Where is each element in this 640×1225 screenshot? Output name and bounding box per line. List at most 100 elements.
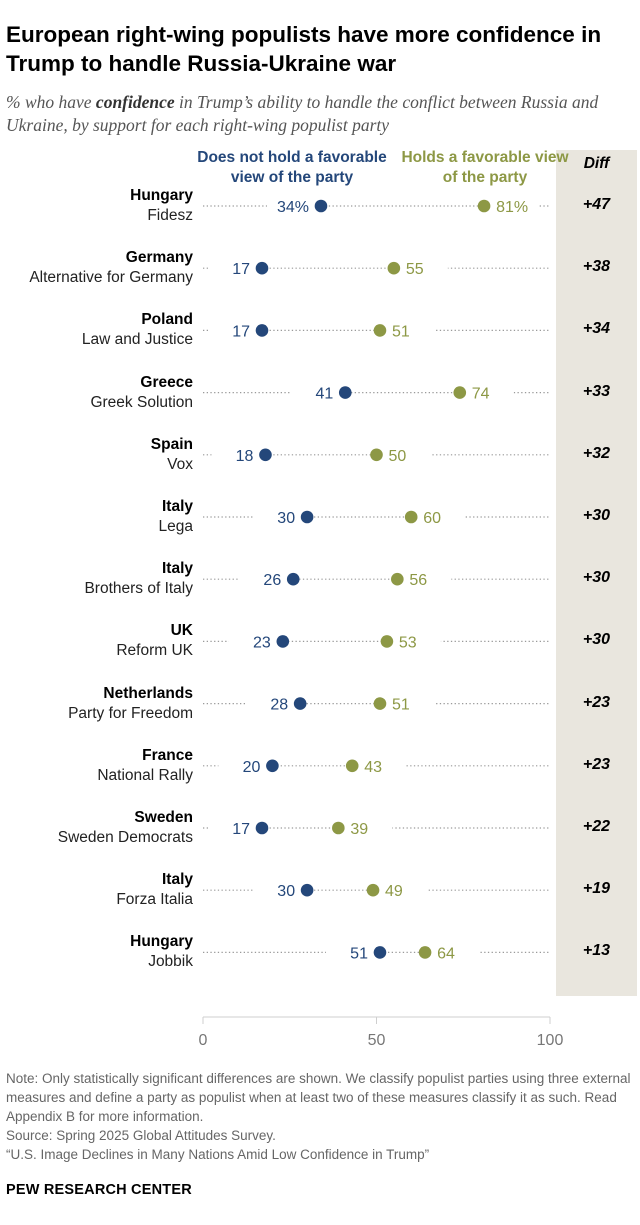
diff-value: +30	[582, 507, 611, 524]
value-label-favorable: 43	[364, 759, 382, 776]
label-gap	[228, 631, 277, 652]
row-country: UK	[170, 622, 193, 640]
diff-value: +23	[582, 693, 611, 711]
diff-value: +33	[582, 382, 611, 400]
row-country: Hungary	[130, 187, 193, 204]
row-label: Greece Greek Solution	[0, 373, 193, 413]
dot-not-favorable	[293, 697, 307, 710]
diff-header: Diff	[583, 155, 610, 172]
row-country: Greece	[140, 373, 193, 391]
row-country: Italy	[161, 871, 193, 889]
value-label-favorable: 50	[389, 448, 407, 465]
row-party: Vox	[167, 455, 193, 473]
dot-favorable	[453, 386, 467, 399]
row-label: Italy Brothers of Italy	[0, 559, 193, 599]
row-party: Reform UK	[116, 642, 193, 660]
label-gap	[382, 444, 431, 465]
row-party: Sweden Democrats	[57, 829, 193, 846]
label-gap	[218, 755, 267, 776]
diff-value: +47	[582, 196, 611, 213]
row-label: Hungary Fidesz	[0, 186, 193, 226]
row-label: Italy Lega	[0, 497, 193, 537]
subtitle-emphasis: confidence	[95, 92, 175, 112]
footer: Note: Only statistically significant dif…	[6, 1069, 634, 1164]
label-gap	[385, 693, 434, 714]
dot-not-favorable	[266, 759, 279, 773]
subtitle-after: in Trump’s ability to handle the conflic…	[6, 92, 599, 135]
value-label-favorable: 39	[350, 821, 368, 838]
brand-logo: PEW RESEARCH CENTER	[6, 1182, 192, 1198]
dot-favorable	[391, 572, 404, 586]
value-label-favorable: 53	[399, 634, 417, 651]
row-party: Law and Justice	[81, 331, 193, 349]
row-country: Italy	[161, 498, 193, 515]
diff-value: +30	[582, 569, 611, 587]
row-party: Forza Italia	[116, 891, 193, 909]
label-gap	[392, 631, 441, 652]
diff-value: +22	[582, 818, 611, 835]
label-gap	[399, 258, 448, 279]
label-gap	[417, 507, 466, 527]
label-gap	[246, 693, 295, 714]
value-label-not-favorable: 20	[243, 759, 261, 776]
value-label-favorable: 49	[385, 883, 403, 900]
row-label: UK Reform UK	[0, 621, 193, 661]
dot-not-favorable	[286, 572, 300, 586]
x-tick-label: 0	[199, 1032, 208, 1049]
row-party: Fidesz	[147, 207, 193, 224]
chart-title: European right-wing populists have more …	[6, 22, 602, 76]
label-gap	[344, 818, 393, 838]
row-country: Sweden	[134, 809, 193, 826]
label-gap	[358, 755, 407, 776]
dot-favorable	[404, 510, 418, 524]
legend-not-favorable: Does not hold a favorable view of the pa…	[197, 149, 387, 186]
diff-value: +13	[582, 942, 611, 960]
value-label-favorable: 51	[392, 697, 410, 714]
label-gap	[211, 444, 260, 465]
label-gap	[207, 818, 256, 838]
x-tick-label: 100	[537, 1032, 564, 1049]
row-country: Hungary	[130, 933, 193, 951]
dot-favorable	[370, 448, 383, 462]
dot-not-favorable	[373, 946, 387, 959]
label-gap	[490, 196, 539, 216]
dot-not-favorable	[255, 261, 269, 275]
label-gap	[253, 507, 302, 527]
value-label-not-favorable: 23	[253, 634, 271, 651]
value-label-not-favorable: 28	[270, 697, 288, 714]
value-label-not-favorable: 30	[277, 883, 295, 900]
value-label-favorable: 56	[409, 572, 427, 589]
row-country: Spain	[150, 435, 193, 453]
dot-not-favorable	[255, 821, 269, 835]
row-party: Brothers of Italy	[84, 580, 193, 598]
chart-subtitle: % who have confidence in Trump’s ability…	[6, 91, 636, 137]
dot-not-favorable	[255, 324, 269, 337]
row-label: Germany Alternative for Germany	[0, 248, 193, 288]
label-gap	[266, 196, 315, 216]
value-label-not-favorable: 26	[263, 572, 281, 589]
dot-favorable	[418, 946, 432, 959]
row-label: Poland Law and Justice	[0, 310, 193, 350]
row-country: Germany	[125, 249, 193, 267]
row-label: Netherlands Party for Freedom	[0, 684, 193, 724]
row-party: Greek Solution	[90, 393, 193, 411]
label-gap	[291, 382, 340, 403]
dot-not-favorable	[300, 883, 314, 897]
value-label-not-favorable: 17	[232, 821, 250, 838]
diff-value: +38	[582, 258, 611, 276]
value-label-favorable: 51	[392, 323, 410, 340]
dot-favorable	[373, 324, 387, 337]
label-gap	[431, 942, 480, 963]
label-gap	[465, 382, 514, 403]
label-gap	[207, 320, 256, 341]
dot-plot: 34% 81% 17 55 17 51 41 74 18 50 30 60 26 56 23 53 28 51 20…	[198, 196, 564, 1049]
value-label-favorable: 74	[472, 386, 490, 403]
dot-not-favorable	[300, 510, 314, 524]
dot-favorable	[477, 199, 491, 213]
dot-favorable	[380, 635, 394, 648]
row-country: Poland	[141, 311, 193, 329]
dot-favorable	[373, 697, 387, 710]
value-label-not-favorable: 17	[232, 323, 250, 340]
row-country: France	[142, 746, 193, 764]
dot-favorable	[387, 261, 401, 275]
